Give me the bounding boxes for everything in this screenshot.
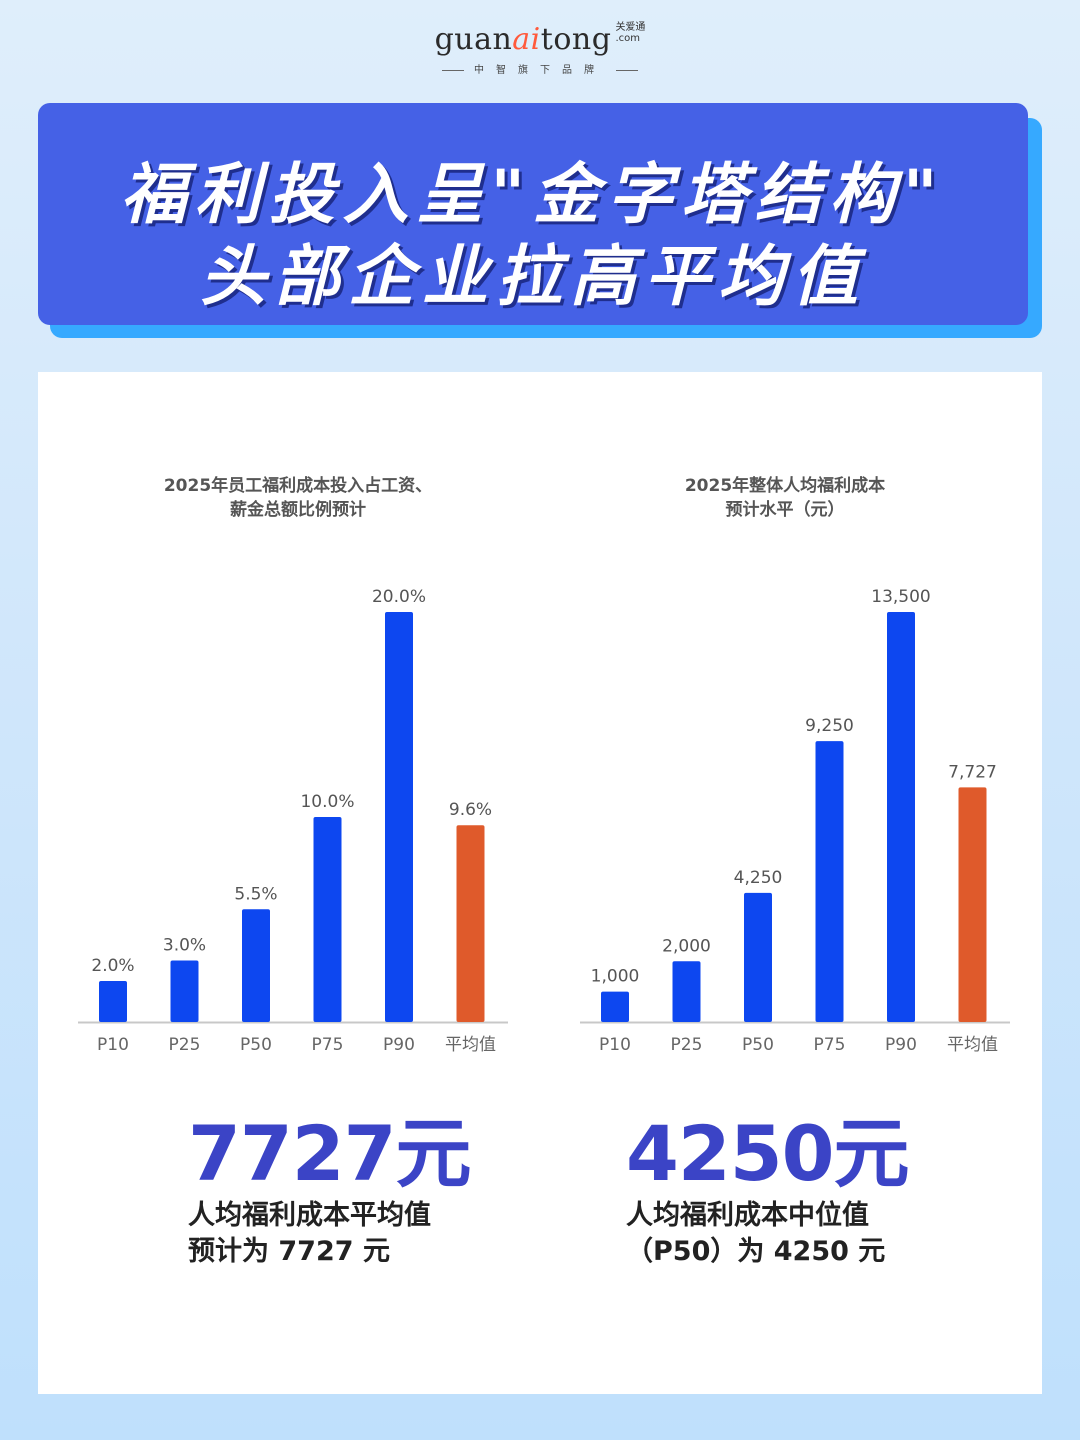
title-banner: 福利投入呈"金字塔结构" 头部企业拉高平均值	[38, 103, 1028, 325]
category-label-P90: P90	[383, 1035, 415, 1055]
bar-P10	[601, 991, 629, 1022]
bar-P90	[887, 612, 915, 1022]
value-label-P50: 4,250	[734, 868, 783, 888]
value-label-P90: 20.0%	[372, 587, 426, 607]
category-label-平均值: 平均值	[445, 1035, 496, 1055]
bar-P50	[744, 892, 772, 1022]
category-label-平均值: 平均值	[947, 1035, 998, 1055]
value-label-P75: 9,250	[805, 716, 854, 736]
category-label-P75: P75	[814, 1035, 846, 1055]
stat-average-value: 7727元	[188, 1109, 472, 1198]
value-label-P10: 1,000	[591, 967, 640, 987]
category-label-P50: P50	[240, 1035, 272, 1055]
stat-median-desc: 人均福利成本中位值 （P50）为 4250 元	[626, 1198, 885, 1270]
chart-left-title-line2: 薪金总额比例预计	[230, 500, 366, 520]
logo-text-ai: ai	[512, 22, 541, 57]
tagline-text: 中智旗下品牌	[474, 65, 606, 76]
stat-median-desc-line2: （P50）为 4250 元	[626, 1236, 886, 1267]
bar-P90	[385, 612, 413, 1022]
category-label-P75: P75	[312, 1035, 344, 1055]
bar-P75	[313, 817, 342, 1022]
value-label-平均值: 9.6%	[449, 800, 492, 820]
value-label-P90: 13,500	[871, 587, 930, 607]
value-label-P50: 5.5%	[234, 884, 277, 904]
category-label-P90: P90	[885, 1035, 917, 1055]
logo-side-top: 关爱通	[615, 22, 646, 33]
chart-right-title-line2: 预计水平（元）	[725, 500, 845, 520]
stat-median-desc-line1: 人均福利成本中位值	[626, 1200, 869, 1231]
brand-tagline: 中智旗下品牌	[0, 61, 1080, 76]
chart-left-title-line1: 2025年员工福利成本投入占工资、	[163, 476, 433, 496]
stat-average-desc-line1: 人均福利成本平均值	[188, 1200, 431, 1231]
bar-P50	[242, 909, 270, 1022]
chart-right: 1,000 P10 2,000 P25 4,250 P50 9,250 P75 13,500 P9…	[580, 587, 1010, 1055]
content-card: 2025年员工福利成本投入占工资、 薪金总额比例预计 2.0% P10 3.0% P2…	[38, 372, 1042, 1394]
logo-text-tong: tong	[540, 22, 612, 57]
bar-P25	[170, 960, 199, 1022]
banner-title-line2: 头部企业拉高平均值	[200, 238, 866, 315]
bar-P10	[99, 981, 127, 1022]
chart-left-title: 2025年员工福利成本投入占工资、 薪金总额比例预计	[98, 474, 498, 522]
chart-left: 2.0% P10 3.0% P25 5.5% P50 10.0% P75 20.0% P90 9.6…	[78, 587, 508, 1055]
logo-side: 关爱通 .com	[615, 22, 645, 44]
tagline-rule-left	[442, 69, 464, 71]
category-label-P10: P10	[97, 1035, 129, 1055]
category-label-P10: P10	[599, 1035, 631, 1055]
value-label-P75: 10.0%	[300, 792, 354, 812]
value-label-P25: 3.0%	[163, 936, 206, 956]
category-label-P50: P50	[742, 1035, 774, 1055]
chart-right-title-line1: 2025年整体人均福利成本	[684, 476, 886, 496]
logo-text-guan: guan	[434, 22, 513, 57]
logo-side-bottom: .com	[615, 33, 640, 44]
bar-P75	[815, 741, 844, 1022]
bar-P25	[672, 961, 701, 1022]
stat-median-value: 4250元	[626, 1109, 910, 1198]
bar-平均值	[958, 787, 987, 1022]
tagline-rule-right	[616, 69, 638, 71]
category-label-P25: P25	[671, 1035, 703, 1055]
stat-average-desc-line2: 预计为 7727 元	[188, 1236, 390, 1267]
value-label-P25: 2,000	[662, 936, 711, 956]
value-label-平均值: 7,727	[948, 762, 997, 782]
brand-header: guanaitong 关爱通 .com 中智旗下品牌	[0, 22, 1080, 76]
category-label-P25: P25	[169, 1035, 201, 1055]
banner-title-line1: 福利投入呈"金字塔结构"	[120, 156, 946, 233]
chart-right-title: 2025年整体人均福利成本 预计水平（元）	[585, 474, 985, 522]
bar-平均值	[456, 825, 485, 1022]
value-label-P10: 2.0%	[91, 956, 134, 976]
brand-logo[interactable]: guanaitong	[435, 22, 612, 57]
stat-average-desc: 人均福利成本平均值 预计为 7727 元	[188, 1198, 431, 1270]
